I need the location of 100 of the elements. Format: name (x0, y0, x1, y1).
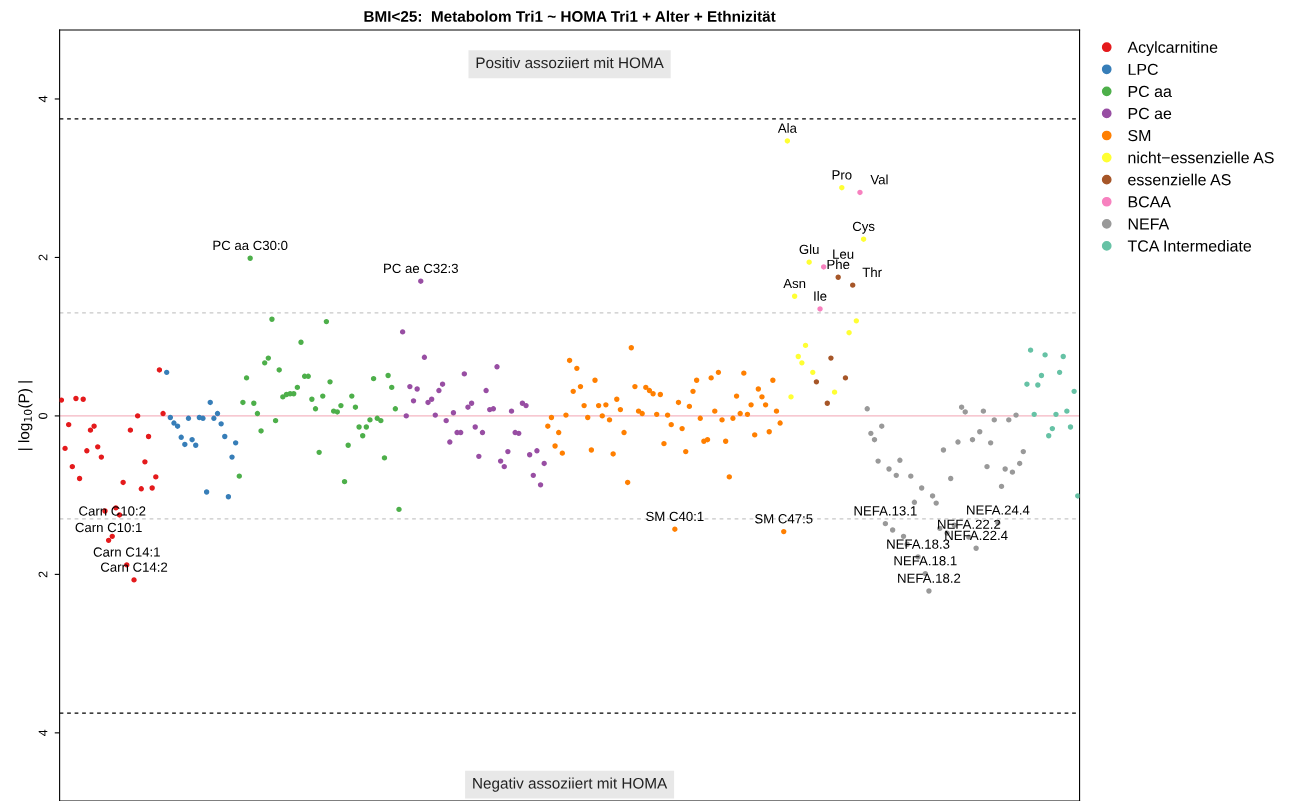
point (799, 360, 805, 366)
point (1056, 369, 1063, 376)
point (991, 417, 997, 423)
point (214, 410, 221, 417)
point (291, 391, 297, 397)
point (240, 399, 246, 406)
point (164, 369, 170, 376)
point (1049, 425, 1056, 432)
point (537, 482, 544, 488)
point (80, 396, 86, 402)
point (138, 486, 144, 492)
point (225, 494, 232, 500)
point (327, 379, 333, 385)
point (265, 355, 272, 361)
point (105, 537, 112, 543)
point (200, 415, 206, 421)
point (868, 430, 874, 437)
point (185, 415, 192, 421)
point (399, 329, 406, 335)
point (62, 445, 68, 452)
point (1002, 466, 1008, 472)
point (1067, 424, 1074, 430)
point (334, 409, 340, 415)
y-tick-label: 4 (38, 95, 48, 103)
point (171, 420, 177, 426)
point (160, 410, 166, 417)
point (378, 417, 384, 424)
point (247, 255, 253, 261)
data-label: Ala (777, 123, 797, 133)
data-label: SM C47:5 (755, 514, 813, 524)
point (465, 404, 471, 410)
point (977, 429, 983, 435)
legend-label: Acylcarnitine (1127, 41, 1218, 57)
point (76, 475, 83, 482)
point (831, 389, 838, 395)
point (73, 395, 79, 402)
point (973, 545, 979, 551)
point (505, 448, 511, 455)
data-label: NEFA.22.2 (938, 519, 1001, 529)
point (1053, 411, 1059, 418)
point (309, 396, 315, 402)
point (338, 402, 344, 409)
point (450, 410, 457, 416)
point (410, 398, 417, 404)
point (189, 437, 195, 443)
point (850, 282, 856, 288)
point (508, 408, 515, 414)
point (203, 489, 210, 495)
point (828, 355, 834, 361)
point (889, 527, 896, 533)
point (428, 396, 435, 402)
y-axis-title: | log$_{10}$(P) | (18, 381, 33, 450)
point (824, 400, 830, 406)
point (323, 318, 330, 325)
point (526, 452, 533, 458)
point (476, 453, 482, 460)
data-label: NEFA.18.1 (894, 556, 957, 566)
legend-label: essenzielle AS (1128, 173, 1231, 186)
point (87, 427, 94, 433)
chart-title: BMI<25: Metabolom Tri1 ~ HOMA Tri1 + Alter + Ethnizität (364, 10, 776, 22)
point (385, 372, 391, 379)
legend-label: PC ae (1128, 107, 1172, 120)
data-label: NEFA.13.1 (854, 506, 917, 516)
point (407, 383, 413, 390)
point (879, 423, 885, 429)
point (167, 414, 174, 421)
point (864, 406, 870, 412)
point (1071, 388, 1077, 395)
legend-label: nicht−essenzielle AS (1128, 151, 1274, 164)
point (367, 417, 373, 423)
point (127, 427, 134, 433)
data-label: PC aa C30:0 (213, 240, 288, 251)
point (1038, 372, 1045, 379)
point (363, 424, 370, 430)
point (516, 430, 522, 437)
point (955, 439, 961, 445)
data-label: PC ae C32:3 (384, 263, 458, 274)
point (791, 293, 798, 299)
point (1016, 460, 1023, 467)
point (436, 387, 442, 394)
point (784, 138, 791, 144)
point (918, 485, 925, 491)
point (497, 458, 504, 464)
point (929, 493, 936, 499)
point (458, 429, 464, 436)
point (109, 533, 115, 540)
point (1031, 411, 1037, 418)
point (345, 442, 351, 448)
point (984, 463, 990, 470)
point (835, 274, 841, 280)
data-label: Cys (852, 221, 875, 234)
point (940, 447, 947, 453)
point (222, 433, 228, 440)
point (857, 189, 863, 196)
point (59, 397, 65, 403)
data-label: Val (870, 174, 888, 185)
point (236, 473, 242, 479)
point (483, 387, 489, 394)
point (839, 185, 845, 191)
point (142, 459, 148, 465)
